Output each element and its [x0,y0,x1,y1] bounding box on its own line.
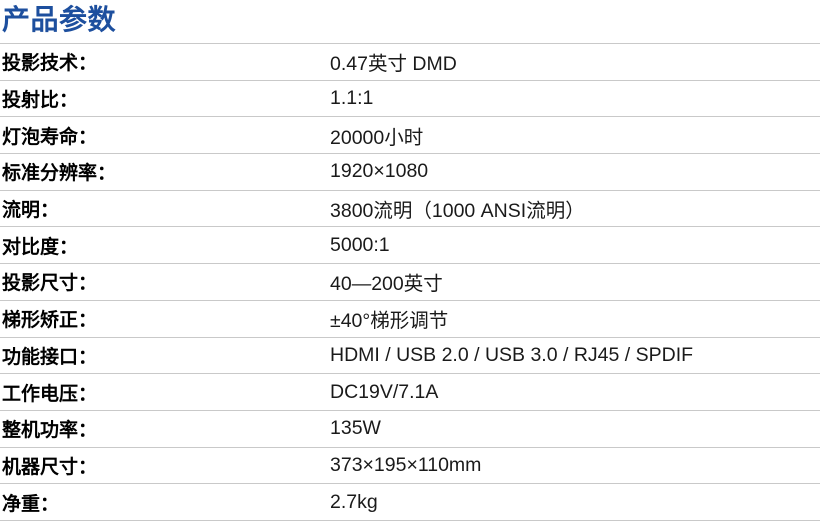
spec-value: 1920×1080 [330,160,429,183]
spec-value: 20000小时 [330,126,424,149]
spec-label: 机器尺寸： [2,456,98,478]
spec-value: 5000:1 [330,233,390,256]
spec-label: 标准分辨率： [2,163,117,185]
spec-label: 投影尺寸： [2,273,98,295]
table-row: 投射比： 1.1:1 [0,81,820,118]
spec-label: 整机功率： [2,420,98,442]
table-row: 机器尺寸： 373×195×110mm [0,448,820,485]
spec-value: HDMI / USB 2.0 / USB 3.0 / RJ45 / SPDIF [330,343,694,366]
spec-value: 373×195×110mm [330,453,482,476]
spec-label: 投射比： [2,90,79,112]
spec-value: 135W [330,417,381,440]
spec-label: 流明： [2,200,60,222]
spec-value: 1.1:1 [330,87,374,110]
table-row: 净重： 2.7kg [0,484,820,521]
spec-value: DC19V/7.1A [330,380,439,403]
spec-label: 功能接口： [2,346,98,368]
spec-value: 2.7kg [330,490,378,513]
table-row: 投影尺寸： 40—200英寸 [0,264,820,301]
spec-value: 40—200英寸 [330,273,443,296]
table-row: 流明： 3800流明（1000 ANSI流明） [0,191,820,228]
spec-label: 投影技术： [2,53,98,75]
table-row: 整机功率： 135W [0,411,820,448]
spec-value: 3800流明（1000 ANSI流明） [330,200,585,223]
table-row: 工作电压： DC19V/7.1A [0,374,820,411]
table-row: 标准分辨率： 1920×1080 [0,154,820,191]
spec-label: 对比度： [2,236,79,258]
spec-value: 0.47英寸 DMD [330,53,457,76]
table-row: 梯形矫正： ±40°梯形调节 [0,301,820,338]
title-bar: 产品参数 [0,0,820,44]
table-row: 功能接口： HDMI / USB 2.0 / USB 3.0 / RJ45 / … [0,338,820,375]
spec-label: 梯形矫正： [2,310,98,332]
spec-table: 投影技术： 0.47英寸 DMD 投射比： 1.1:1 灯泡寿命： 20000小… [0,44,820,521]
table-row: 对比度： 5000:1 [0,227,820,265]
spec-label: 工作电压： [2,383,98,405]
spec-label: 净重： [2,493,60,515]
spec-value: ±40°梯形调节 [330,310,449,333]
table-row: 灯泡寿命： 20000小时 [0,117,820,155]
table-row: 投影技术： 0.47英寸 DMD [0,44,820,81]
page-title: 产品参数 [2,4,117,35]
spec-label: 灯泡寿命： [2,126,98,148]
